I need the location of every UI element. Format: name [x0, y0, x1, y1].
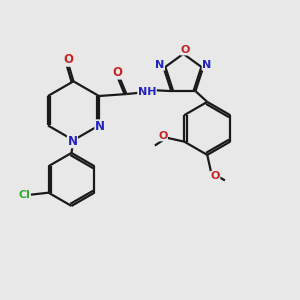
Text: N: N: [155, 60, 164, 70]
Text: O: O: [112, 66, 123, 79]
Text: O: O: [210, 172, 220, 182]
Text: NH: NH: [138, 87, 156, 97]
Text: O: O: [64, 53, 74, 66]
Text: N: N: [95, 120, 105, 133]
Text: O: O: [158, 131, 167, 141]
Text: N: N: [202, 60, 212, 70]
Text: Cl: Cl: [18, 190, 30, 200]
Text: O: O: [181, 45, 190, 55]
Text: N: N: [68, 135, 77, 148]
